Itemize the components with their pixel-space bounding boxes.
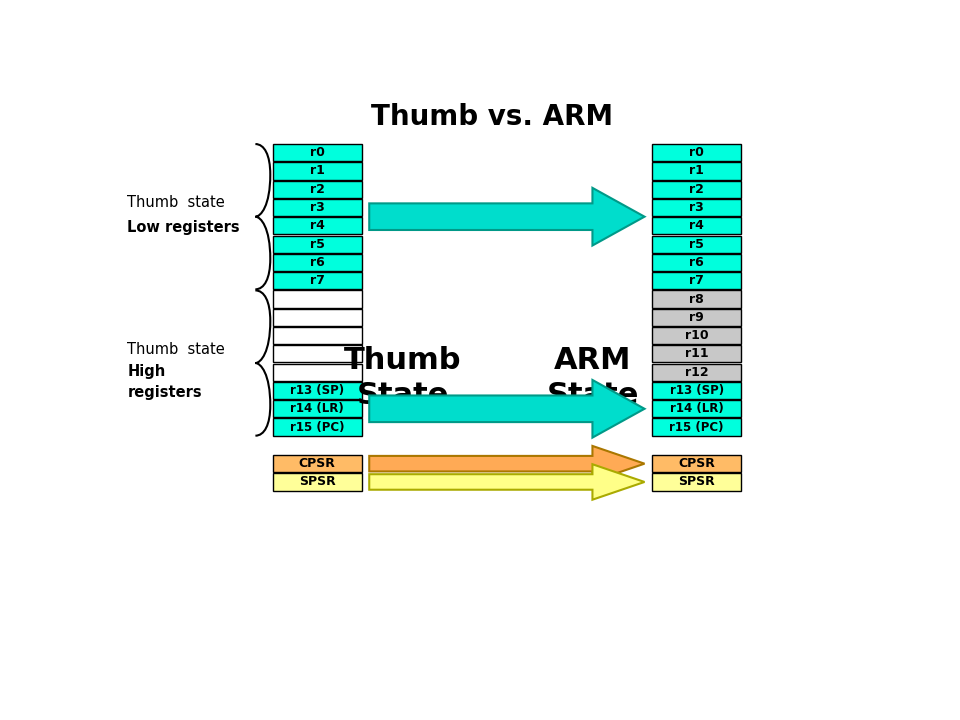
Text: r13 (SP): r13 (SP) (669, 384, 724, 397)
Bar (652, 455, 741, 472)
Bar (273, 473, 362, 490)
Text: r1: r1 (310, 164, 324, 177)
Bar (273, 309, 362, 326)
Polygon shape (370, 188, 644, 246)
Bar (273, 199, 362, 216)
Bar (652, 418, 741, 436)
Bar (652, 346, 741, 362)
Bar (652, 382, 741, 399)
Bar (273, 162, 362, 179)
Bar (273, 290, 362, 307)
Text: Thumb: Thumb (344, 346, 462, 375)
Text: SPSR: SPSR (678, 475, 715, 488)
Text: r2: r2 (689, 183, 704, 196)
Text: r9: r9 (689, 311, 704, 324)
Polygon shape (370, 464, 644, 500)
Bar (273, 327, 362, 344)
Bar (652, 290, 741, 307)
Text: r5: r5 (310, 238, 324, 251)
Bar (652, 181, 741, 198)
Text: CPSR: CPSR (299, 457, 336, 470)
Polygon shape (370, 446, 644, 482)
Bar (273, 144, 362, 161)
Text: r10: r10 (684, 329, 708, 342)
Text: r11: r11 (684, 347, 708, 361)
Text: r6: r6 (310, 256, 324, 269)
Text: r14 (LR): r14 (LR) (670, 402, 724, 415)
Bar (273, 217, 362, 235)
Bar (652, 364, 741, 381)
Text: r4: r4 (310, 220, 324, 233)
Bar (273, 346, 362, 362)
Bar (273, 364, 362, 381)
Text: r4: r4 (689, 220, 704, 233)
Bar (652, 272, 741, 289)
Bar (652, 400, 741, 418)
Text: r2: r2 (310, 183, 324, 196)
Text: ARM: ARM (554, 346, 631, 375)
Text: r0: r0 (310, 146, 324, 159)
Text: Thumb  state: Thumb state (128, 342, 226, 356)
Text: Low registers: Low registers (128, 220, 240, 235)
Bar (273, 455, 362, 472)
Bar (273, 418, 362, 436)
Bar (652, 162, 741, 179)
Text: CPSR: CPSR (678, 457, 715, 470)
Text: High: High (128, 364, 166, 379)
Text: r15 (PC): r15 (PC) (669, 420, 724, 433)
Text: r0: r0 (689, 146, 704, 159)
Text: r14 (LR): r14 (LR) (290, 402, 344, 415)
Text: r8: r8 (689, 292, 704, 305)
Bar (273, 181, 362, 198)
Text: r1: r1 (689, 164, 704, 177)
Bar (273, 382, 362, 399)
Bar (652, 473, 741, 490)
Text: r3: r3 (310, 201, 324, 214)
Bar (652, 144, 741, 161)
Bar (652, 199, 741, 216)
Text: Thumb vs. ARM: Thumb vs. ARM (371, 103, 613, 131)
Text: r12: r12 (684, 366, 708, 379)
Text: SPSR: SPSR (299, 475, 336, 488)
Polygon shape (370, 380, 644, 438)
Text: Thumb  state: Thumb state (128, 195, 226, 210)
Text: registers: registers (128, 385, 202, 400)
Bar (652, 327, 741, 344)
Text: r7: r7 (310, 274, 324, 287)
Bar (652, 309, 741, 326)
Bar (273, 272, 362, 289)
Text: State: State (356, 382, 449, 410)
Bar (273, 235, 362, 253)
Text: State: State (546, 382, 638, 410)
Text: r3: r3 (689, 201, 704, 214)
Text: r15 (PC): r15 (PC) (290, 420, 345, 433)
Bar (273, 400, 362, 418)
Text: r5: r5 (689, 238, 704, 251)
Text: r7: r7 (689, 274, 704, 287)
Text: r13 (SP): r13 (SP) (290, 384, 345, 397)
Bar (652, 254, 741, 271)
Bar (652, 217, 741, 235)
Bar (652, 235, 741, 253)
Bar (273, 254, 362, 271)
Text: r6: r6 (689, 256, 704, 269)
